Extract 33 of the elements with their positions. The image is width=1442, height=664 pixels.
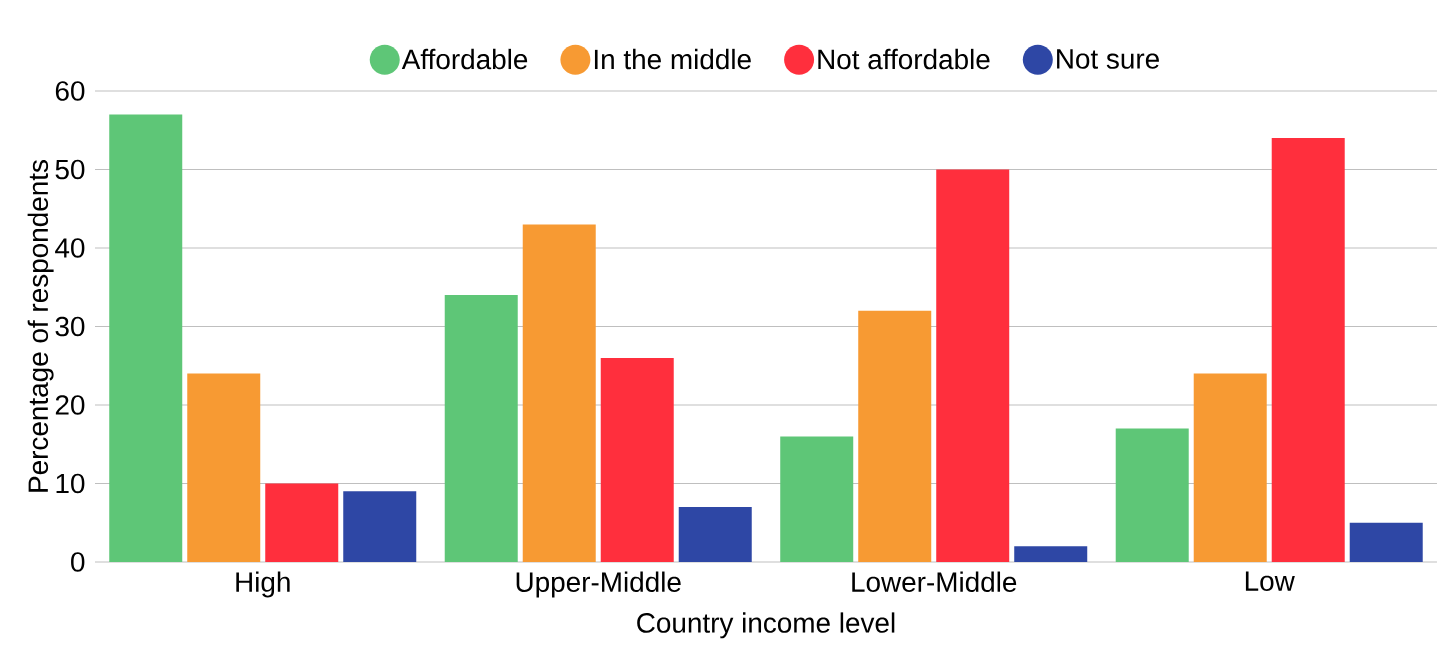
bar (678, 507, 752, 562)
bar (1349, 522, 1423, 562)
x-tick-label: Upper-Middle (516, 571, 681, 598)
bar (522, 224, 596, 562)
bar (1014, 546, 1088, 562)
bar (187, 373, 261, 562)
bar (1271, 138, 1345, 562)
bar (600, 357, 674, 562)
bar (858, 310, 932, 562)
y-tick-label: 20 (55, 395, 85, 415)
legend-label: Not affordable (818, 48, 990, 70)
bar (343, 491, 417, 562)
y-tick-label: 60 (55, 81, 85, 101)
y-axis-title: Percentage of respondents (27, 160, 54, 492)
y-tick-label: 30 (55, 316, 85, 337)
y-tick-label: 0 (71, 552, 85, 572)
y-tick-label: 10 (56, 473, 85, 494)
bar (780, 436, 854, 562)
bar (1115, 428, 1189, 562)
legend-label: Affordable (401, 48, 528, 70)
x-tick-label: Low (1245, 571, 1295, 591)
legend-label: Not sure (1057, 49, 1159, 69)
y-tick-label: 50 (55, 159, 85, 180)
bar (109, 114, 183, 562)
bar (936, 169, 1010, 562)
x-tick-label: High (236, 571, 290, 598)
x-tick-label: Lower-Middle (852, 571, 1017, 592)
x-axis-title: Country income level (637, 612, 895, 639)
bar (1193, 373, 1267, 562)
legend-label: In the middle (594, 48, 751, 70)
y-tick-label: 40 (55, 238, 85, 258)
bar (265, 483, 339, 562)
bar (444, 295, 518, 562)
